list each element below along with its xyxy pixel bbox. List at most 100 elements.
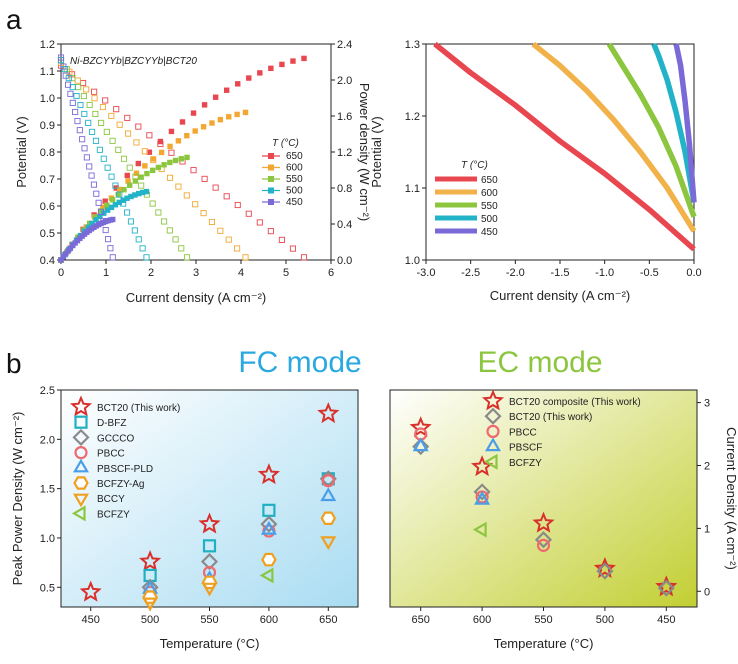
legend-label: BCT20 composite (This work) (509, 397, 641, 408)
y2-tick-label: 0.4 (337, 219, 352, 231)
y-tick-label: 0 (704, 586, 710, 598)
power-point (136, 190, 142, 197)
x-tick-label: -1.5 (551, 267, 570, 279)
y-tick-label: 1.0 (40, 93, 55, 105)
legend-swatch-marker (268, 187, 274, 194)
data-point-diamond (657, 579, 675, 597)
iv-point (69, 99, 76, 106)
legend-label: 600 (481, 188, 498, 199)
data-point-hexagon (261, 552, 277, 567)
data-point-circle (321, 474, 335, 488)
power-point (89, 220, 95, 227)
y2-tick-label: 2.4 (337, 39, 352, 51)
power-point (223, 87, 230, 93)
x-tick-label: 4 (238, 267, 244, 279)
iv-point (212, 184, 219, 191)
x-tick-label: 600 (473, 614, 491, 626)
legend-marker-hexagon (73, 476, 89, 490)
power-point (178, 156, 184, 162)
chart-b-left: 450 500 550 600 650 0.5 1.0 1.5 2.0 2.5 FC mode Tem… (10, 346, 362, 651)
legend-label: PBCC (509, 427, 537, 438)
y-tick-label: 1.2 (40, 39, 55, 51)
y-axis-label: Potential (V) (369, 116, 384, 188)
y-tick-label: 2.0 (40, 434, 55, 446)
iv-point (131, 227, 138, 234)
series-450 (57, 54, 116, 263)
y2-tick-label: 1.2 (337, 147, 352, 159)
legend-swatch-marker (268, 153, 274, 159)
power-point (268, 65, 274, 72)
iv-point (81, 110, 88, 118)
power-point (93, 217, 99, 223)
power-point (58, 257, 64, 263)
data-point-diamond (596, 562, 614, 580)
iv-point (69, 75, 76, 82)
y-tick-label: 1.1 (40, 66, 55, 78)
iv-point (57, 54, 65, 61)
power-point (144, 170, 150, 177)
data-point-square (202, 539, 217, 553)
x-tick-label: -3.0 (417, 267, 436, 279)
power-point (116, 199, 122, 206)
power-point (234, 111, 240, 118)
iv-point (168, 149, 175, 156)
power-point (108, 204, 115, 211)
x-tick-label: 3 (193, 267, 199, 279)
iv-point (300, 254, 308, 261)
series-line-500 (651, 42, 697, 203)
power-point (132, 178, 139, 184)
power-point (150, 156, 156, 162)
power-point (60, 254, 67, 260)
legend-swatch-marker (268, 164, 274, 171)
iv-point (75, 84, 82, 91)
power-point (102, 198, 108, 204)
legend-title: T (°C) (461, 160, 488, 171)
iv-point (183, 192, 190, 199)
iv-point (86, 101, 93, 109)
power-point (192, 128, 198, 134)
x-tick-label: -0.5 (640, 267, 659, 279)
x-tick-label: 450 (657, 614, 675, 626)
ec-mode-title: EC mode (477, 346, 602, 379)
x-axis-label: Temperature (°C) (160, 636, 260, 651)
legend-label: 600 (286, 163, 303, 174)
power-point (200, 124, 207, 130)
iv-point (143, 254, 150, 261)
y-tick-label: 0.9 (40, 120, 55, 132)
power-point (226, 114, 232, 120)
iv-point (77, 101, 84, 109)
iv-point (289, 245, 297, 252)
series-500 (57, 57, 150, 263)
y2-tick-label: 2.0 (337, 75, 352, 87)
iv-point (225, 236, 232, 243)
iv-point (109, 137, 116, 144)
iv-point (83, 86, 90, 93)
iv-point (124, 114, 131, 121)
legend-label: 500 (286, 186, 303, 197)
x-tick-label: 500 (141, 614, 159, 626)
x-tick-label: 5 (283, 267, 289, 279)
power-point (117, 186, 123, 193)
plot-frame (425, 43, 695, 261)
power-point (109, 196, 116, 203)
data-point-hexagon (320, 511, 337, 526)
iv-point (166, 174, 174, 181)
y-tick-label: 1.5 (40, 484, 55, 496)
y-tick-label: 0.6 (40, 201, 55, 213)
data-point-star (198, 512, 221, 534)
y-tick-label: 0.8 (40, 147, 55, 159)
iv-point (278, 236, 285, 243)
iv-point (135, 236, 142, 243)
y-tick-label: 1.1 (405, 183, 420, 195)
power-point (135, 160, 142, 167)
data-point-star (317, 402, 340, 424)
power-point (242, 109, 249, 116)
data-point-triangle-down (142, 597, 159, 612)
cell-stack-annotation: Ni-BZCYYb|BZCYYb|BCT20 (70, 56, 197, 67)
iv-point (175, 183, 182, 190)
y-tick-label: 2.5 (40, 385, 55, 397)
power-point (133, 170, 140, 176)
power-point (112, 202, 119, 208)
iv-point (98, 119, 105, 126)
legend-marker-triangle-left (71, 505, 86, 522)
